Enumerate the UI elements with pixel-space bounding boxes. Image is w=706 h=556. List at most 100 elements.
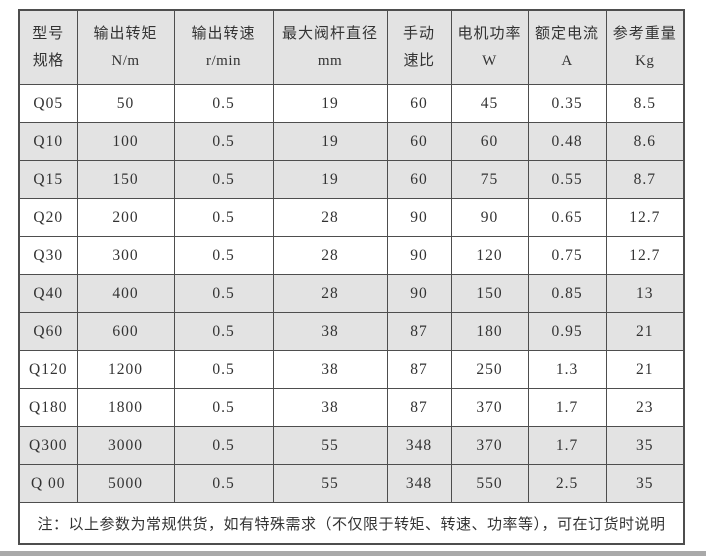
cell-model: Q40	[18, 274, 78, 313]
cell-model: Q30	[18, 236, 78, 275]
header-unit: A	[561, 52, 573, 69]
table-row: Q10 100 0.5 19 60 60 0.48 8.6	[18, 122, 685, 161]
cell-output-torque: 150	[76, 160, 175, 199]
cell-max-stem-diameter: 55	[272, 464, 388, 503]
cell-max-stem-diameter: 38	[272, 312, 388, 351]
table-row: Q 00 5000 0.5 55 348 550 2.5 35	[18, 464, 685, 503]
cell-manual-ratio: 348	[386, 426, 452, 465]
header-output-speed: 输出转速 r/min	[173, 9, 274, 85]
cell-output-torque: 50	[76, 84, 175, 123]
table-row: Q30 300 0.5 28 90 120 0.75 12.7	[18, 236, 685, 275]
table-row: Q20 200 0.5 28 90 90 0.65 12.7	[18, 198, 685, 237]
header-label: 输出转速	[191, 26, 256, 43]
header-label: 手动	[402, 26, 435, 43]
header-unit: Kg	[635, 52, 655, 69]
cell-output-speed: 0.5	[173, 160, 274, 199]
cell-motor-power: 75	[450, 160, 529, 199]
cell-rated-current: 0.85	[527, 274, 607, 313]
cell-max-stem-diameter: 28	[272, 274, 388, 313]
cell-ref-weight: 21	[605, 312, 685, 351]
table-body: Q05 50 0.5 19 60 45 0.35 8.5 Q10 100 0.5…	[18, 84, 685, 503]
table-row: Q120 1200 0.5 38 87 250 1.3 21	[18, 350, 685, 389]
header-label: 参考重量	[612, 26, 677, 43]
header-unit: mm	[317, 52, 343, 69]
table-note: 注：以上参数为常规供货，如有特殊需求（不仅限于转矩、转速、功率等），可在订货时说…	[18, 502, 685, 545]
cell-output-speed: 0.5	[173, 350, 274, 389]
cell-max-stem-diameter: 28	[272, 198, 388, 237]
header-label: 型号	[32, 26, 65, 43]
header-label: 输出转矩	[93, 26, 158, 43]
cell-output-speed: 0.5	[173, 236, 274, 275]
cell-rated-current: 0.95	[527, 312, 607, 351]
table-row: Q300 3000 0.5 55 348 370 1.7 35	[18, 426, 685, 465]
cell-output-speed: 0.5	[173, 464, 274, 503]
cell-motor-power: 150	[450, 274, 529, 313]
table-row: Q05 50 0.5 19 60 45 0.35 8.5	[18, 84, 685, 123]
cell-ref-weight: 8.7	[605, 160, 685, 199]
header-label: 最大阀杆直径	[281, 26, 378, 43]
cell-output-torque: 600	[76, 312, 175, 351]
header-motor-power: 电机功率 W	[450, 9, 529, 85]
cell-rated-current: 2.5	[527, 464, 607, 503]
cell-manual-ratio: 90	[386, 236, 452, 275]
cell-ref-weight: 12.7	[605, 198, 685, 237]
cell-rated-current: 1.3	[527, 350, 607, 389]
cell-output-torque: 200	[76, 198, 175, 237]
note-row: 注：以上参数为常规供货，如有特殊需求（不仅限于转矩、转速、功率等），可在订货时说…	[18, 502, 685, 545]
cell-model: Q05	[18, 84, 78, 123]
table-row: Q60 600 0.5 38 87 180 0.95 21	[18, 312, 685, 351]
table-header: 型号 规格 输出转矩 N/m 输出转速 r/min 最大阀杆直径 mm 手动	[18, 9, 685, 85]
cell-manual-ratio: 90	[386, 198, 452, 237]
spec-table: 型号 规格 输出转矩 N/m 输出转速 r/min 最大阀杆直径 mm 手动	[18, 9, 685, 545]
cell-rated-current: 1.7	[527, 426, 607, 465]
cell-ref-weight: 21	[605, 350, 685, 389]
cell-output-speed: 0.5	[173, 426, 274, 465]
table-row: Q15 150 0.5 19 60 75 0.55 8.7	[18, 160, 685, 199]
cell-output-torque: 1800	[76, 388, 175, 427]
cell-model: Q180	[18, 388, 78, 427]
spec-table-container: 型号 规格 输出转矩 N/m 输出转速 r/min 最大阀杆直径 mm 手动	[18, 9, 685, 545]
cell-rated-current: 1.7	[527, 388, 607, 427]
cell-ref-weight: 35	[605, 464, 685, 503]
cell-max-stem-diameter: 55	[272, 426, 388, 465]
header-manual-ratio: 手动 速比	[386, 9, 452, 85]
cell-model: Q15	[18, 160, 78, 199]
cell-output-torque: 3000	[76, 426, 175, 465]
cell-manual-ratio: 60	[386, 122, 452, 161]
header-max-stem-diameter: 最大阀杆直径 mm	[272, 9, 388, 85]
header-label: 电机功率	[457, 26, 522, 43]
cell-rated-current: 0.65	[527, 198, 607, 237]
header-unit: 规格	[32, 52, 64, 69]
table-row: Q180 1800 0.5 38 87 370 1.7 23	[18, 388, 685, 427]
cell-model: Q20	[18, 198, 78, 237]
cell-manual-ratio: 90	[386, 274, 452, 313]
cell-output-speed: 0.5	[173, 388, 274, 427]
cell-manual-ratio: 87	[386, 350, 452, 389]
cell-output-torque: 100	[76, 122, 175, 161]
cell-ref-weight: 35	[605, 426, 685, 465]
cell-output-speed: 0.5	[173, 274, 274, 313]
cell-max-stem-diameter: 28	[272, 236, 388, 275]
cell-model: Q120	[18, 350, 78, 389]
table-footer: 注：以上参数为常规供货，如有特殊需求（不仅限于转矩、转速、功率等），可在订货时说…	[18, 502, 685, 545]
header-unit: N/m	[111, 52, 140, 69]
cell-max-stem-diameter: 19	[272, 84, 388, 123]
cell-manual-ratio: 348	[386, 464, 452, 503]
header-unit: 速比	[403, 52, 435, 69]
cell-motor-power: 370	[450, 426, 529, 465]
cell-ref-weight: 23	[605, 388, 685, 427]
cell-max-stem-diameter: 19	[272, 160, 388, 199]
header-ref-weight: 参考重量 Kg	[605, 9, 685, 85]
cell-max-stem-diameter: 38	[272, 350, 388, 389]
header-label: 额定电流	[534, 26, 599, 43]
cell-ref-weight: 13	[605, 274, 685, 313]
cell-model: Q 00	[18, 464, 78, 503]
bottom-shadow-strip	[0, 551, 706, 556]
cell-ref-weight: 8.5	[605, 84, 685, 123]
header-output-torque: 输出转矩 N/m	[76, 9, 175, 85]
cell-output-torque: 1200	[76, 350, 175, 389]
cell-motor-power: 60	[450, 122, 529, 161]
cell-motor-power: 250	[450, 350, 529, 389]
cell-ref-weight: 8.6	[605, 122, 685, 161]
